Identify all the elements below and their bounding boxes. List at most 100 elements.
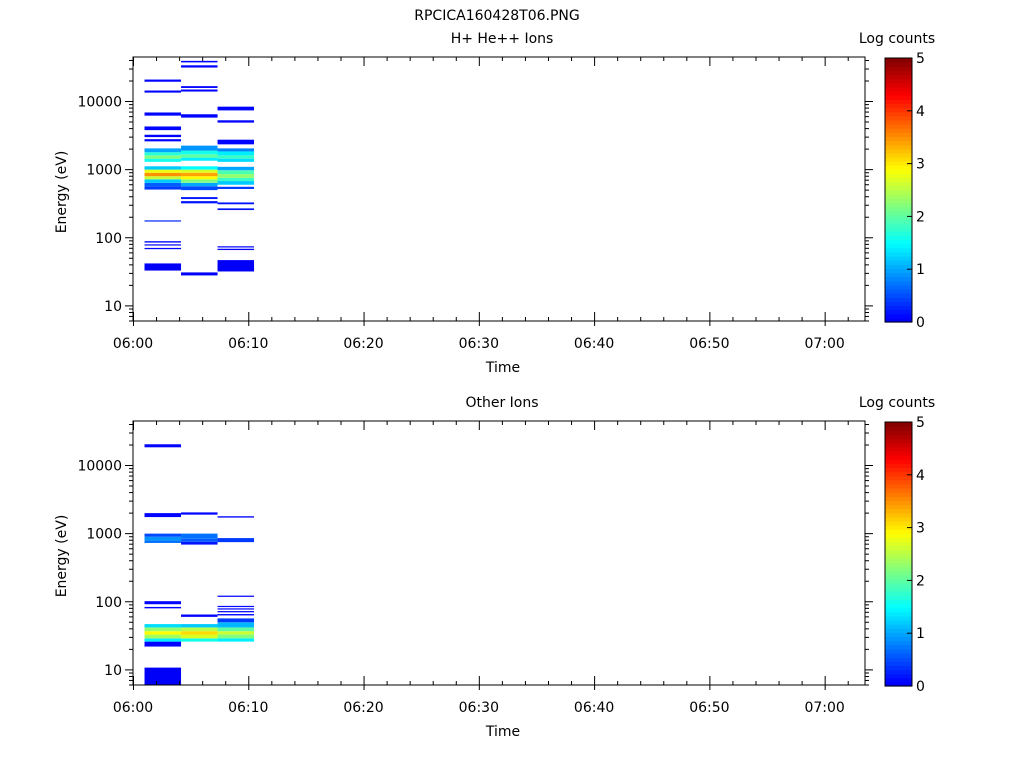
colorbar-band <box>885 430 912 435</box>
spectrogram-cell <box>217 106 255 111</box>
colorbar-band <box>885 587 912 592</box>
spectrogram-cell <box>144 536 182 541</box>
spectrogram-cell <box>181 154 218 158</box>
colorbar-band <box>885 681 912 687</box>
colorbar-band <box>885 496 912 501</box>
colorbar-band <box>885 512 912 518</box>
colorbar-band <box>885 132 912 137</box>
colorbar-band <box>885 136 912 142</box>
spectrogram-cell <box>181 176 218 180</box>
colorbar-band <box>885 463 912 468</box>
spectrogram-cell <box>144 172 182 177</box>
colorbar-band <box>885 152 912 158</box>
spectrogram-cell <box>181 60 218 63</box>
spectrogram-cell <box>181 614 218 617</box>
spectrogram-cell <box>217 158 255 162</box>
spectrogram-cell <box>217 248 255 251</box>
spectrogram-cell <box>144 152 182 156</box>
colorbar-band <box>885 426 912 431</box>
colorbar-band <box>885 111 912 117</box>
spectrogram-cell <box>181 538 218 542</box>
y-tick-label: 10 <box>104 663 122 679</box>
y-tick-label: 1000 <box>86 163 122 179</box>
spectrogram-cell <box>181 627 218 632</box>
colorbar-band <box>885 636 912 642</box>
spectrogram-cell <box>144 220 182 222</box>
colorbar-band <box>885 504 912 510</box>
x-tick-label: 06:30 <box>459 336 499 352</box>
spectrogram-cell <box>181 169 218 173</box>
colorbar-band <box>885 218 912 224</box>
spectrogram-cell <box>144 624 182 628</box>
x-tick-label: 06:40 <box>574 336 614 352</box>
colorbar-label: Log counts <box>859 31 935 47</box>
colorbar-band <box>885 434 912 440</box>
spectrogram-cell <box>144 148 182 153</box>
colorbar-band <box>885 566 912 572</box>
colorbar-band <box>885 202 912 208</box>
x-axis-label: Time <box>485 360 520 376</box>
x-tick-label: 06:10 <box>228 700 268 716</box>
colorbar-band <box>885 632 912 638</box>
colorbar-band <box>885 644 912 650</box>
spectrogram-cell <box>181 533 218 539</box>
spectrogram-cell <box>144 176 182 180</box>
spectrogram-cell <box>144 540 182 543</box>
x-tick-label: 06:10 <box>228 336 268 352</box>
colorbar-band <box>885 78 912 84</box>
colorbar-band <box>885 488 912 493</box>
y-axis: 10 100 1000 10000 Energy (eV) <box>54 59 873 322</box>
colorbar-band <box>885 562 912 567</box>
colorbar-band <box>885 103 912 109</box>
colorbar-band <box>885 574 912 580</box>
spectrogram-cell <box>144 634 182 639</box>
spectrogram-cell <box>144 139 182 142</box>
spectrogram-cell <box>144 182 182 187</box>
colorbar-band <box>885 479 912 485</box>
colorbar-band <box>885 190 912 195</box>
spectrogram-cell <box>181 272 218 276</box>
colorbar-band <box>885 62 912 67</box>
colorbar-band <box>885 119 912 125</box>
y-tick-label: 1000 <box>86 527 122 543</box>
colorbar-band <box>885 677 912 683</box>
colorbar-band <box>885 284 912 290</box>
colorbar-band <box>885 508 912 514</box>
colorbar-band <box>885 545 912 551</box>
panel-title: H+ He++ Ions <box>451 31 554 47</box>
colorbar-band <box>885 541 912 547</box>
spectrogram-cell <box>217 638 255 642</box>
colorbar-band <box>885 95 912 100</box>
spectrogram-cell <box>217 202 255 205</box>
data-cells <box>144 60 255 276</box>
spectrogram-cell <box>144 179 182 183</box>
colorbar-tick-label: 0 <box>916 679 925 695</box>
colorbar-band <box>885 615 912 621</box>
spectrogram-cell <box>181 86 218 88</box>
spectrogram-cell <box>181 150 218 155</box>
x-tick-label: 06:50 <box>689 700 729 716</box>
y-tick-label: 100 <box>95 231 122 247</box>
x-axis: 06:00 06:10 06:20 06:30 06:40 06:50 07:00 Time <box>113 57 849 376</box>
colorbar-band <box>885 301 912 307</box>
spectrogram-cell <box>144 186 182 190</box>
spectrogram-cell <box>181 89 218 92</box>
colorbar-band <box>885 124 912 129</box>
spectrogram-cell <box>217 595 255 597</box>
colorbar-band <box>885 305 912 311</box>
spectrogram-cell <box>217 608 255 610</box>
y-axis-label: Energy (eV) <box>54 151 70 234</box>
spectrogram-cell <box>144 601 182 605</box>
spectrogram-cell <box>217 605 255 608</box>
colorbar-band <box>885 86 912 92</box>
colorbar-band <box>885 256 912 261</box>
colorbar-band <box>885 455 912 460</box>
colorbar-band <box>885 173 912 179</box>
spectrogram-cell <box>217 174 255 178</box>
colorbar-band <box>885 268 912 274</box>
colorbar-band <box>885 227 912 232</box>
colorbar-tick-label: 3 <box>916 157 925 173</box>
colorbar-frame <box>884 421 913 687</box>
spectrogram-cell <box>181 65 218 68</box>
spectrogram-cell <box>144 606 182 609</box>
